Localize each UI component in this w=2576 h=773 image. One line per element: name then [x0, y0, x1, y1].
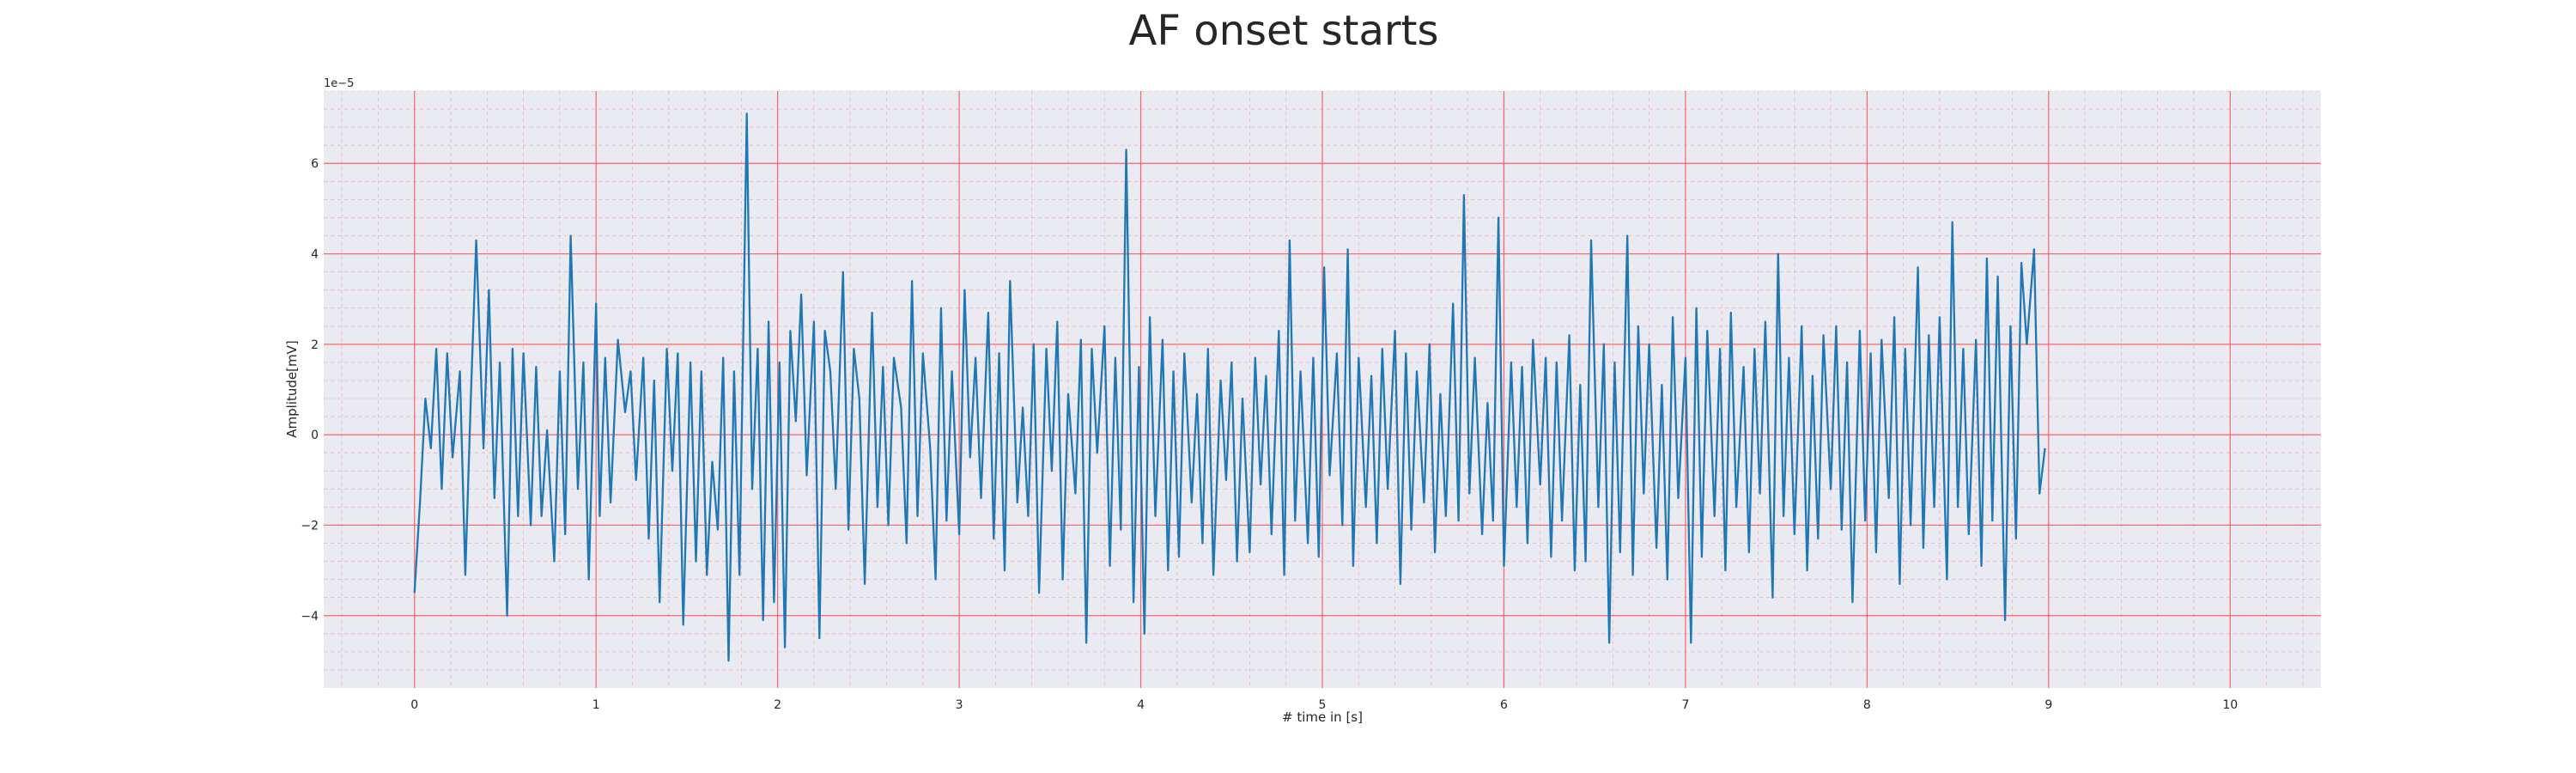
- y-tick-label: −2: [301, 519, 319, 533]
- x-tick-label: 2: [774, 698, 781, 712]
- x-tick-label: 3: [956, 698, 963, 712]
- x-tick-label: 7: [1681, 698, 1689, 712]
- chart-title: AF onset starts: [1129, 7, 1439, 55]
- y-axis-label: Amplitude[mV]: [284, 340, 300, 437]
- y-tick-label: 0: [311, 429, 319, 442]
- y-tick-label: 6: [311, 157, 319, 171]
- signal-line: [413, 113, 2046, 662]
- plot-area: [324, 90, 2321, 688]
- y-tick-label: −4: [301, 610, 319, 624]
- x-tick-label: 10: [2222, 698, 2238, 712]
- x-tick-label: 1: [592, 698, 600, 712]
- x-tick-label: 5: [1319, 698, 1327, 712]
- x-tick-label: 9: [2044, 698, 2052, 712]
- y-axis-ticks: −4 −2 0 2 4 6: [301, 157, 319, 624]
- y-tick-label: 2: [311, 338, 319, 352]
- x-tick-label: 6: [1500, 698, 1508, 712]
- x-axis-ticks: 0 1 2 3 4 5 6 7 8 9 10: [410, 698, 2238, 712]
- x-tick-label: 4: [1137, 698, 1145, 712]
- y-scale-label: 1e−5: [324, 77, 354, 90]
- x-tick-label: 0: [410, 698, 418, 712]
- x-tick-label: 8: [1863, 698, 1871, 712]
- x-axis-label: # time in [s]: [1282, 709, 1363, 725]
- y-tick-label: 4: [311, 248, 319, 262]
